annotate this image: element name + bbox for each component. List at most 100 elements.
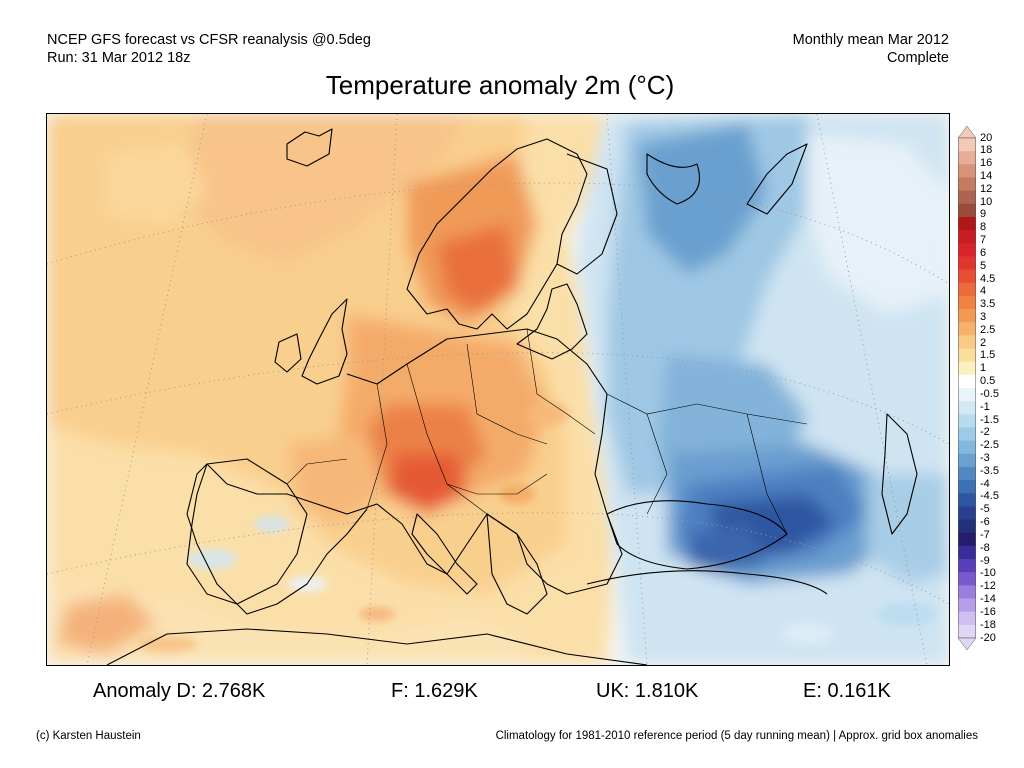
colorbar-swatch xyxy=(958,295,976,310)
colorbar-swatch xyxy=(958,532,976,547)
country-borders xyxy=(286,328,808,535)
colorbar-tick-label: -18 xyxy=(980,618,996,631)
colorbar-tick-label: 16 xyxy=(980,157,993,170)
stat-uk: UK: 1.810K xyxy=(596,680,699,702)
colorbar-swatch xyxy=(958,401,976,415)
colorbar-tick-label: -2.5 xyxy=(980,439,999,452)
colorbar-tick-label: 10 xyxy=(980,195,993,208)
colorbar-swatch xyxy=(958,335,976,350)
map-title: Temperature anomaly 2m (°C) xyxy=(325,70,675,100)
model-description: NCEP GFS forecast vs CFSR reanalysis @0.… xyxy=(47,32,371,48)
coastlines xyxy=(106,128,918,665)
colorbar-tick-label: -10 xyxy=(980,567,996,580)
colorbar-tick-label: 7 xyxy=(980,234,987,247)
colorbar-tick-label: -20 xyxy=(980,631,996,644)
colorbar-tick-label: 6 xyxy=(980,246,987,259)
colorbar-tick-label: -9 xyxy=(980,554,990,567)
colorbar-swatches xyxy=(957,125,977,651)
colorbar-scale xyxy=(957,125,977,651)
colorbar-tick-label: 20 xyxy=(980,131,993,144)
stat-d: Anomaly D: 2.768K xyxy=(93,680,266,702)
run-time: Run: 31 Mar 2012 18z xyxy=(47,50,191,66)
colorbar-tick-label: -0.5 xyxy=(980,387,999,400)
iceland-outline xyxy=(286,128,333,167)
finland-outline xyxy=(556,153,618,275)
colorbar-swatch xyxy=(958,480,976,494)
colorbar-swatch xyxy=(958,164,976,178)
colorbar-swatch xyxy=(958,506,976,521)
colorbar-swatch xyxy=(958,177,976,192)
colorbar-swatch xyxy=(958,572,976,586)
colorbar-swatch xyxy=(958,440,976,455)
continent-outline xyxy=(186,328,623,615)
colorbar-min-triangle xyxy=(957,637,977,651)
anomaly-map[interactable] xyxy=(46,113,950,666)
colorbar-tick-label: -7 xyxy=(980,528,990,541)
colorbar-tick-label: 0.5 xyxy=(980,375,996,388)
white-sea-outline xyxy=(646,153,701,205)
colorbar-tick-label: -4 xyxy=(980,477,990,490)
colorbar-tick-label: 2.5 xyxy=(980,323,996,336)
colorbar-tick-label: 4.5 xyxy=(980,272,996,285)
graticule xyxy=(47,114,949,665)
header-right: Monthly mean Mar 2012 Complete xyxy=(793,31,949,67)
colorbar-tick-label: -5 xyxy=(980,503,990,516)
colorbar-tick-label: 3.5 xyxy=(980,298,996,311)
colorbar-swatch xyxy=(958,453,976,468)
colorbar-swatch xyxy=(958,230,976,244)
colorbar-swatch xyxy=(958,256,976,271)
climatology-note: Climatology for 1981-2010 reference peri… xyxy=(495,730,978,742)
colorbar-swatch xyxy=(958,282,976,297)
africa-coast xyxy=(106,628,648,665)
copyright: (c) Karsten Haustein xyxy=(36,730,141,742)
header-left: NCEP GFS forecast vs CFSR reanalysis @0.… xyxy=(47,31,371,67)
colorbar-tick-label: 9 xyxy=(980,208,987,221)
colorbar-swatch xyxy=(958,190,976,205)
map-canvas xyxy=(47,114,949,665)
colorbar-swatch xyxy=(958,624,976,639)
status-label: Complete xyxy=(886,50,949,66)
baltic-outline xyxy=(516,283,588,360)
novaya-zemlya-outline xyxy=(746,143,808,215)
colorbar-swatch xyxy=(958,466,976,481)
colorbar-tick-label: -4.5 xyxy=(980,490,999,503)
colorbar-tick-label: -6 xyxy=(980,516,990,529)
colorbar-tick-label: 4 xyxy=(980,285,987,298)
scandinavia-outline xyxy=(406,138,588,330)
colorbar-swatch xyxy=(958,151,976,165)
colorbar-tick-label: -3 xyxy=(980,452,990,464)
cold-anomaly-field xyxy=(577,114,949,665)
colorbar-swatch xyxy=(958,243,976,257)
colorbar-tick-label: 12 xyxy=(980,182,993,195)
colorbar-swatch xyxy=(958,611,976,626)
anomaly-stats: Anomaly D: 2.768K F: 1.629K UK: 1.810K E… xyxy=(0,680,1024,706)
colorbar-swatch xyxy=(958,585,976,600)
colorbar-tick-label: -1.5 xyxy=(980,413,999,426)
balkans-outline xyxy=(486,513,548,615)
colorbar-tick-label: 2 xyxy=(980,336,987,349)
colorbar-swatch xyxy=(958,203,976,218)
stat-e: E: 0.161K xyxy=(803,680,891,702)
colorbar-swatch xyxy=(958,361,976,376)
colorbar-swatch xyxy=(958,374,976,389)
colorbar-max-triangle xyxy=(957,125,977,139)
ireland-outline xyxy=(274,333,302,373)
period-label: Monthly mean Mar 2012 xyxy=(792,32,949,48)
colorbar-tick-label: 18 xyxy=(980,144,993,157)
colorbar-tick-label: -1 xyxy=(980,400,990,413)
colorbar-swatch xyxy=(958,138,976,152)
colorbar-tick-label: 14 xyxy=(980,169,993,182)
colorbar-swatch xyxy=(958,545,976,560)
colorbar-swatch xyxy=(958,269,976,284)
colorbar-tick-label: 8 xyxy=(980,221,987,234)
colorbar-swatch xyxy=(958,493,976,507)
iberia-outline xyxy=(186,458,308,605)
turkey-outline xyxy=(586,570,828,595)
colorbar-swatch xyxy=(958,519,976,534)
colorbar-swatch xyxy=(958,309,976,323)
colorbar-swatch xyxy=(958,322,976,336)
colorbar-swatch xyxy=(958,388,976,402)
colorbar-tick-label: -8 xyxy=(980,541,990,554)
colorbar-tick-label: -14 xyxy=(980,593,996,606)
britain-outline xyxy=(301,298,348,385)
